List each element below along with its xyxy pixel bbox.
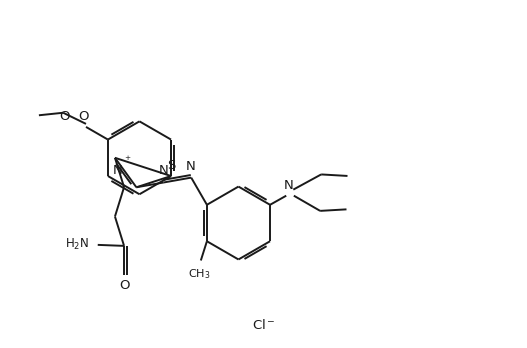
Text: H$_2$N: H$_2$N	[65, 237, 90, 252]
Text: N: N	[113, 164, 123, 177]
Text: O: O	[119, 279, 130, 292]
Text: S: S	[168, 159, 175, 172]
Text: N: N	[284, 179, 293, 192]
Text: $^+$: $^+$	[123, 155, 132, 165]
Text: Cl$^-$: Cl$^-$	[252, 318, 275, 332]
Text: O: O	[79, 110, 89, 123]
Text: N: N	[159, 164, 168, 177]
Text: O: O	[59, 110, 70, 123]
Text: N: N	[186, 159, 196, 173]
Text: CH$_3$: CH$_3$	[188, 268, 211, 282]
